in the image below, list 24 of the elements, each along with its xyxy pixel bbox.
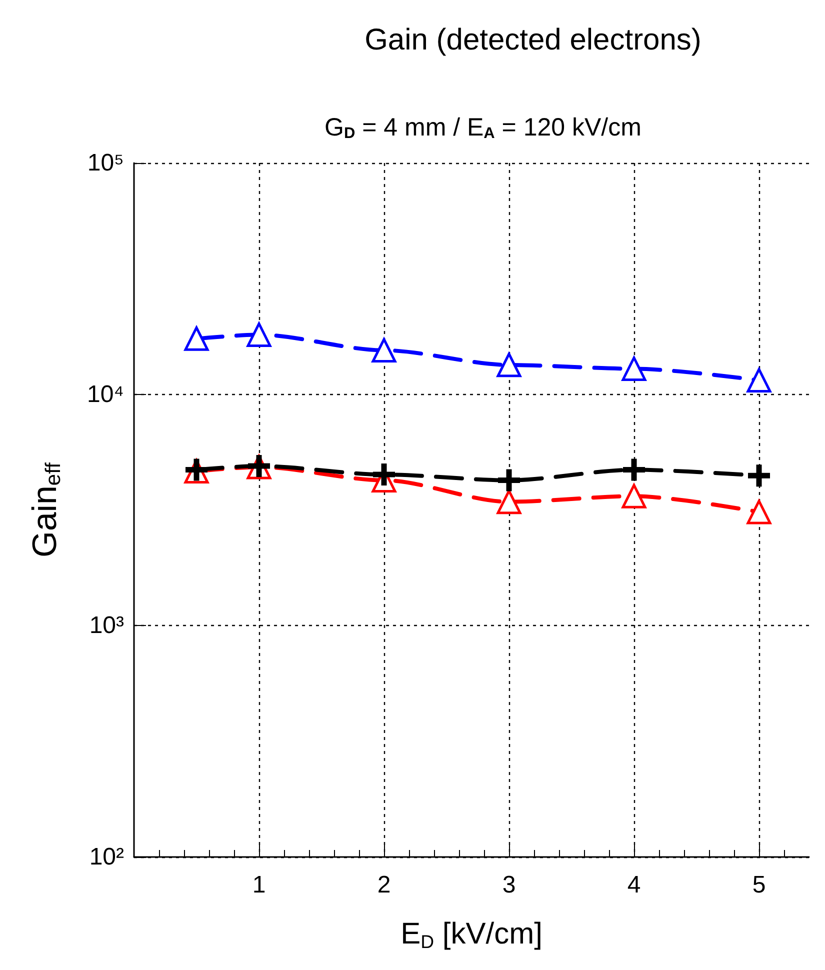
y-tick-label: 10³ xyxy=(89,612,124,640)
point xyxy=(496,490,522,514)
point xyxy=(372,338,396,363)
point xyxy=(496,352,522,378)
point xyxy=(622,484,646,508)
point xyxy=(184,326,209,351)
chart-title: Gain (detected electrons) xyxy=(364,24,702,56)
x-tick-label: 1 xyxy=(252,872,266,898)
point xyxy=(498,469,520,492)
point xyxy=(623,458,645,481)
y-tick-label: 10⁵ xyxy=(87,150,124,176)
point xyxy=(373,464,395,486)
y-axis-title: Gaineff xyxy=(26,462,65,558)
point xyxy=(746,368,772,393)
point xyxy=(622,356,646,381)
point xyxy=(246,322,272,347)
point xyxy=(748,464,770,487)
x-tick-label: 3 xyxy=(502,872,516,898)
x-tick-label: 2 xyxy=(377,872,391,898)
y-tick-label: 10⁴ xyxy=(86,380,124,408)
x-tick-label: 5 xyxy=(752,872,766,898)
y-tick-label: 10² xyxy=(89,844,124,870)
point xyxy=(746,500,772,524)
x-tick-label: 4 xyxy=(627,872,641,898)
